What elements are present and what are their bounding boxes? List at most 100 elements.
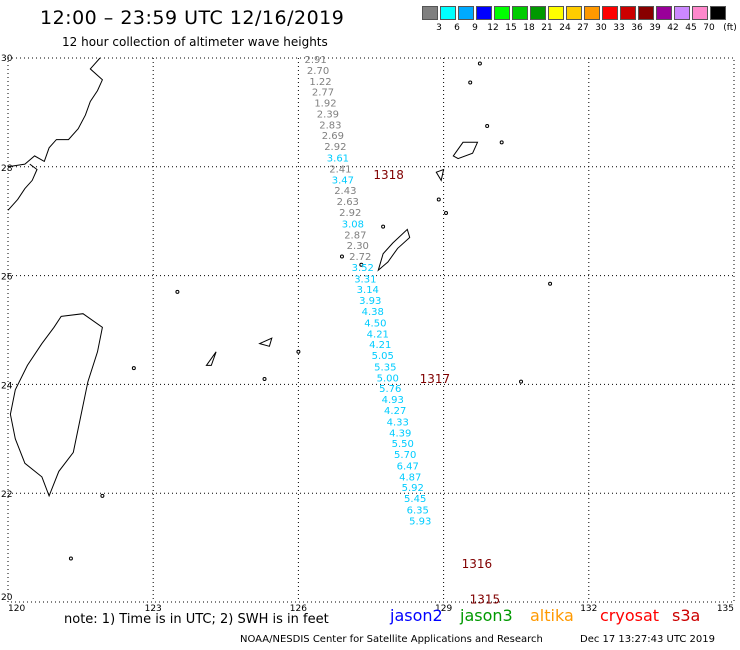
islet	[519, 379, 524, 384]
swh-value: 6.35	[407, 506, 429, 517]
legend-label: 15	[505, 23, 517, 33]
swh-value: 2.92	[339, 208, 361, 219]
legend-label: 39	[649, 23, 661, 33]
lat-tick-label: 30	[1, 54, 13, 64]
swh-value: 5.45	[404, 494, 426, 505]
amami-island	[452, 141, 479, 160]
satellite-name: jason2	[390, 606, 443, 625]
swh-value: 6.47	[397, 461, 419, 472]
swh-value: 5.70	[394, 450, 416, 461]
swh-value: 3.08	[342, 219, 364, 230]
legend-label: 45	[685, 23, 697, 33]
pass-number: 1315	[470, 592, 501, 606]
swh-value: 4.50	[364, 318, 386, 329]
swh-value: 2.70	[307, 66, 329, 77]
islet	[262, 376, 267, 381]
islet	[548, 281, 553, 286]
legend-label: 42	[667, 23, 679, 33]
swh-value: 4.21	[367, 329, 389, 340]
swh-value: 4.38	[362, 307, 384, 318]
swh-value: 2.92	[324, 142, 346, 153]
miyako-island	[258, 337, 273, 347]
lon-tick-label: 120	[8, 604, 25, 614]
legend-swatch	[422, 6, 438, 20]
legend-label: 9	[472, 23, 478, 33]
islet	[477, 61, 482, 66]
taiwan-coastline	[9, 313, 103, 498]
swh-value: 4.39	[389, 428, 411, 439]
swh-value: 1.22	[309, 77, 331, 88]
lon-tick-label: 123	[145, 604, 162, 614]
credit-line: NOAA/NESDIS Center for Satellite Applica…	[240, 634, 543, 645]
legend-label: 21	[541, 23, 553, 33]
china-coastline	[7, 163, 38, 211]
swh-value: 2.43	[334, 186, 356, 197]
legend-swatch	[476, 6, 492, 20]
islet	[339, 254, 344, 259]
pass-number: 1316	[462, 557, 493, 571]
swh-value: 4.33	[387, 417, 409, 428]
lat-tick-label: 28	[1, 164, 13, 174]
swh-value: 4.27	[384, 406, 406, 417]
pass-number: 1318	[373, 168, 404, 182]
swh-value: 3.31	[354, 274, 376, 285]
swh-value: 2.83	[319, 120, 341, 131]
swh-value: 2.30	[347, 241, 369, 252]
islet	[100, 493, 105, 498]
swh-value: 5.00	[377, 373, 399, 384]
swh-value: 4.87	[399, 472, 421, 483]
swh-value: 3.14	[357, 285, 379, 296]
lon-tick-label: 132	[580, 604, 597, 614]
legend-swatch	[512, 6, 528, 20]
tokunoshima-island	[435, 168, 445, 182]
china-coastline	[7, 57, 104, 168]
map-title: 12:00 – 23:59 UTC 12/16/2019	[40, 7, 345, 29]
swh-value: 2.87	[344, 230, 366, 241]
legend-label: 27	[577, 23, 589, 33]
legend-swatch	[530, 6, 546, 20]
swh-value: 5.35	[374, 362, 396, 373]
legend-swatch	[440, 6, 456, 20]
lat-tick-label: 22	[1, 490, 12, 500]
swh-value: 3.47	[332, 175, 354, 186]
map-frame	[7, 57, 735, 603]
legend-unit: (ft)	[723, 23, 737, 33]
legend-swatch	[458, 6, 474, 20]
legend-label: 70	[703, 23, 715, 33]
okinawa-island	[377, 228, 411, 272]
swh-value: 2.39	[317, 109, 339, 120]
swh-value: 2.41	[329, 164, 351, 175]
islet	[468, 80, 473, 85]
islet	[175, 289, 180, 294]
islet	[381, 224, 386, 229]
swh-value: 2.77	[312, 88, 334, 99]
legend-swatch	[692, 6, 708, 20]
legend-label: 6	[454, 23, 460, 33]
islet	[68, 556, 73, 561]
map-subtitle: 12 hour collection of altimeter wave hei…	[62, 35, 328, 49]
satellite-name: jason3	[460, 606, 513, 625]
legend-label: 30	[595, 23, 607, 33]
pass-number: 1317	[420, 372, 451, 386]
legend-swatch	[674, 6, 690, 20]
lon-tick-label: 129	[435, 604, 452, 614]
swh-value: 5.05	[372, 351, 394, 362]
swh-value: 5.76	[379, 384, 401, 395]
satellite-name: cryosat	[600, 606, 660, 625]
swh-value: 3.52	[352, 263, 374, 274]
swh-value: 1.92	[314, 99, 336, 110]
islet	[359, 262, 364, 267]
legend-label: 18	[523, 23, 535, 33]
islet	[444, 211, 449, 216]
swh-value: 5.92	[402, 483, 424, 494]
legend-swatch	[620, 6, 636, 20]
swh-value: 5.93	[409, 516, 431, 527]
swh-value: 5.50	[392, 439, 414, 450]
legend-swatch	[602, 6, 618, 20]
satellite-name: s3a	[672, 606, 701, 625]
swh-value: 4.93	[382, 395, 404, 406]
swh-value: 2.69	[322, 131, 344, 142]
islet	[296, 349, 301, 354]
lat-tick-label: 24	[1, 381, 13, 391]
